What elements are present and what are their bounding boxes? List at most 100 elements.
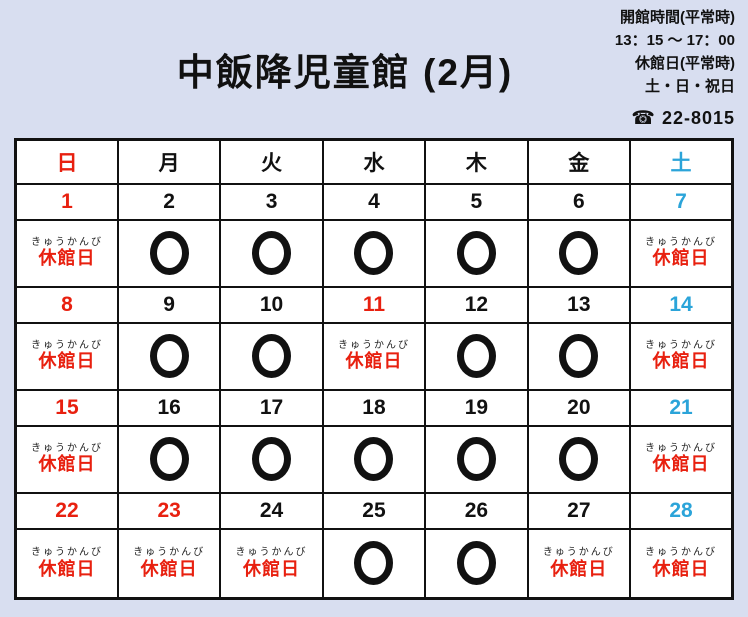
closed-label: 休館日 (38, 454, 96, 475)
open-circle-icon (559, 231, 599, 275)
open-circle-icon (559, 437, 599, 481)
open-circle-icon (149, 334, 189, 378)
status-cell-closed: きゅうかんび 休館日 (321, 321, 427, 391)
status-row-week1: きゅうかんび 休館日 きゅうかんび 休館日 (14, 218, 734, 288)
calendar-table: 日 月 火 水 木 金 土 1 2 3 4 5 6 7 きゅうかんび 休館日 き… (14, 138, 734, 600)
date-cell: 17 (219, 388, 324, 427)
date-cell: 21 (629, 388, 734, 427)
date-cell: 13 (526, 285, 632, 324)
closed-status: きゅうかんび 休館日 (17, 237, 117, 269)
status-cell-closed: きゅうかんび 休館日 (14, 527, 119, 600)
status-cell-closed: きゅうかんび 休館日 (526, 527, 632, 600)
day-header-fri: 金 (526, 138, 632, 185)
closed-status: きゅうかんび 休館日 (17, 340, 117, 372)
status-cell-open (116, 218, 222, 288)
status-cell-closed: きゅうかんび 休館日 (629, 424, 734, 494)
status-cell-open (526, 424, 632, 494)
day-header-row: 日 月 火 水 木 金 土 (14, 138, 734, 185)
day-header-sat: 土 (629, 138, 734, 185)
date-cell: 24 (219, 491, 324, 530)
status-cell-closed: きゅうかんび 休館日 (14, 218, 119, 288)
closed-furigana: きゅうかんび (30, 236, 103, 248)
status-cell-closed: きゅうかんび 休館日 (629, 218, 734, 288)
open-circle-icon (252, 334, 292, 378)
date-cell: 8 (14, 285, 119, 324)
status-row-week4: きゅうかんび 休館日 きゅうかんび 休館日 きゅうかんび 休館日 きゅうかんび … (14, 527, 734, 600)
day-header-wed: 水 (321, 138, 427, 185)
closed-label: 休館日 (652, 454, 710, 475)
date-cell: 12 (424, 285, 529, 324)
status-cell-open (424, 321, 529, 391)
date-row-week4: 22 23 24 25 26 27 28 (14, 491, 734, 530)
date-cell: 19 (424, 388, 529, 427)
status-cell-open (526, 218, 632, 288)
date-cell: 15 (14, 388, 119, 427)
status-cell-closed: きゅうかんび 休館日 (219, 527, 324, 600)
date-cell: 7 (629, 182, 734, 221)
status-cell-closed: きゅうかんび 休館日 (629, 527, 734, 600)
closed-furigana: きゅうかんび (542, 547, 615, 559)
date-cell: 20 (526, 388, 632, 427)
open-circle-icon (456, 334, 496, 378)
closed-days-value: 土・日・祝日 (644, 78, 735, 95)
closed-status: きゅうかんび 休館日 (529, 547, 629, 579)
phone-number: 22-8015 (661, 108, 735, 128)
closed-label: 休館日 (550, 558, 608, 579)
closed-label: 休館日 (38, 248, 96, 269)
closed-label: 休館日 (38, 351, 96, 372)
status-cell-closed: きゅうかんび 休館日 (14, 321, 119, 391)
open-circle-icon (149, 231, 189, 275)
closed-status: きゅうかんび 休館日 (324, 340, 424, 372)
closed-furigana: きゅうかんび (645, 236, 718, 248)
day-header-sun: 日 (14, 138, 119, 185)
date-cell: 6 (526, 182, 632, 221)
date-cell: 4 (321, 182, 427, 221)
status-cell-open (424, 424, 529, 494)
open-circle-icon (149, 437, 189, 481)
date-cell: 27 (526, 491, 632, 530)
status-cell-closed: きゅうかんび 休館日 (629, 321, 734, 391)
open-circle-icon (252, 437, 292, 481)
date-cell: 28 (629, 491, 734, 530)
day-header-thu: 木 (424, 138, 529, 185)
date-cell: 9 (116, 285, 222, 324)
date-cell: 14 (629, 285, 734, 324)
status-cell-open (424, 218, 529, 288)
closed-status: きゅうかんび 休館日 (631, 237, 731, 269)
closed-status: きゅうかんび 休館日 (631, 340, 731, 372)
open-circle-icon (354, 541, 394, 586)
open-circle-icon (559, 334, 599, 378)
closed-label: 休館日 (38, 558, 96, 579)
open-circle-icon (354, 437, 394, 481)
status-cell-open (116, 321, 222, 391)
closed-status: きゅうかんび 休館日 (119, 547, 219, 579)
date-cell: 25 (321, 491, 427, 530)
status-cell-open (219, 424, 324, 494)
status-row-week2: きゅうかんび 休館日 きゅうかんび 休館日 きゅうかんび 休館日 (14, 321, 734, 391)
closed-days-label: 休館日(平常時) (635, 55, 735, 72)
open-circle-icon (354, 231, 394, 275)
date-row-week2: 8 9 10 11 12 13 14 (14, 285, 734, 324)
date-cell: 22 (14, 491, 119, 530)
closed-status: きゅうかんび 休館日 (631, 547, 731, 579)
open-circle-icon (456, 541, 496, 586)
day-header-mon: 月 (116, 138, 222, 185)
closed-furigana: きゅうかんび (645, 547, 718, 559)
status-cell-open (321, 218, 427, 288)
date-cell: 16 (116, 388, 222, 427)
status-row-week3: きゅうかんび 休館日 きゅうかんび 休館日 (14, 424, 734, 494)
open-circle-icon (456, 437, 496, 481)
status-cell-closed: きゅうかんび 休館日 (116, 527, 222, 600)
closed-label: 休館日 (652, 248, 710, 269)
status-cell-closed: きゅうかんび 休館日 (14, 424, 119, 494)
date-row-week3: 15 16 17 18 19 20 21 (14, 388, 734, 427)
date-cell: 23 (116, 491, 222, 530)
closed-furigana: きゅうかんび (30, 442, 103, 454)
open-circle-icon (456, 231, 496, 275)
closed-furigana: きゅうかんび (30, 339, 103, 351)
status-cell-open (116, 424, 222, 494)
status-cell-open (321, 527, 427, 600)
day-header-tue: 火 (219, 138, 324, 185)
closed-furigana: きゅうかんび (30, 547, 103, 559)
closed-status: きゅうかんび 休館日 (17, 443, 117, 475)
